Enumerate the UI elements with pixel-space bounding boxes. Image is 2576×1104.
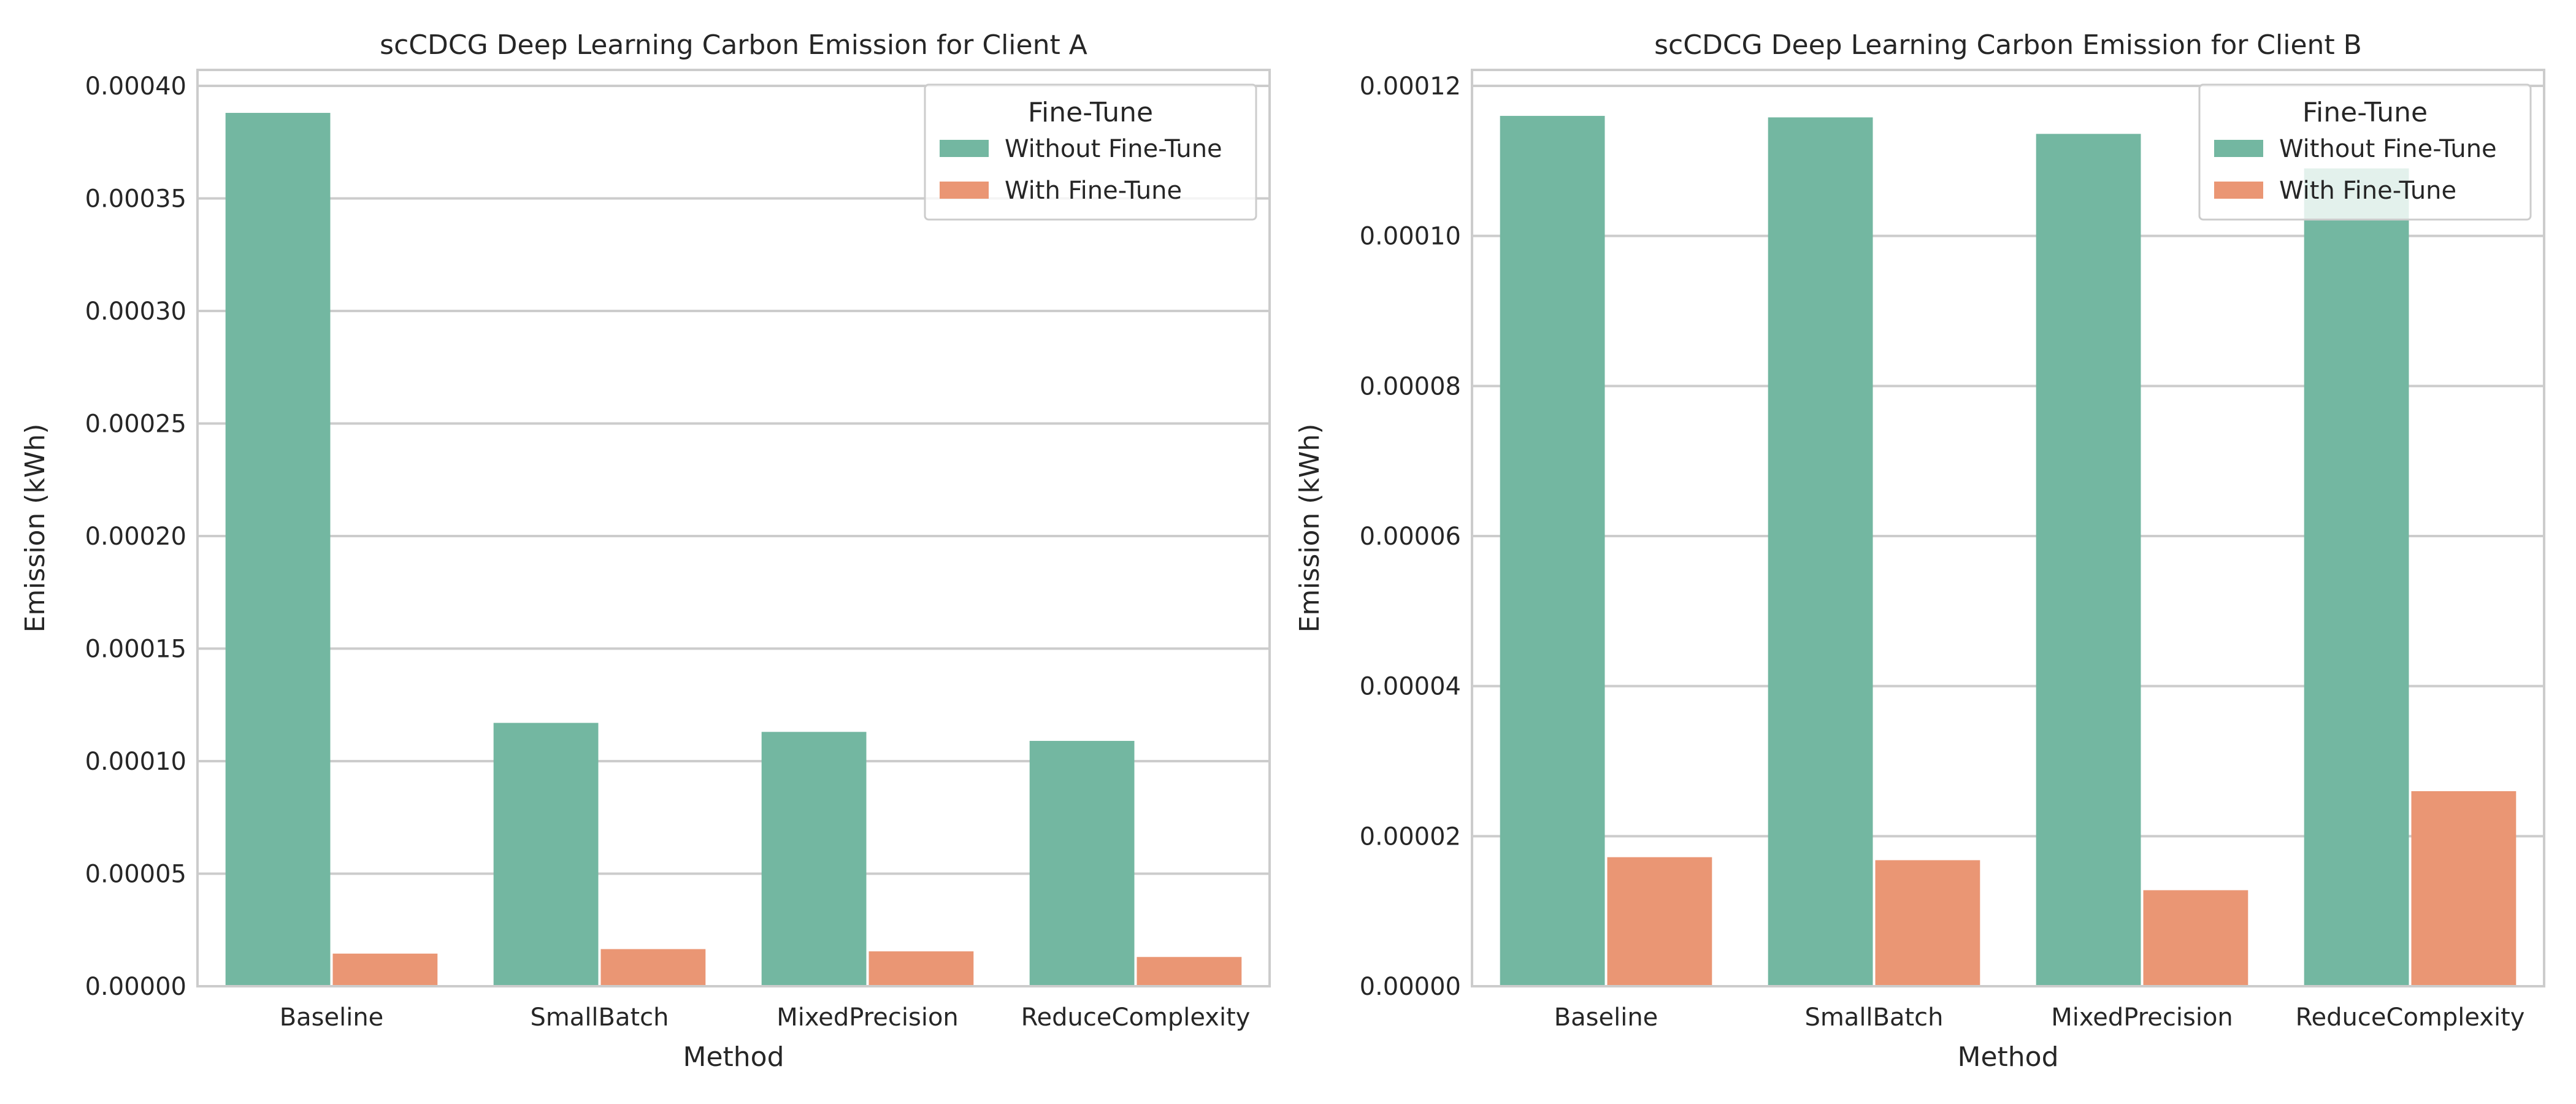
legend-title: Fine-Tune [2302,97,2428,128]
bar-without-smallbatch [493,723,599,986]
x-tick-label: MixedPrecision [2051,1003,2233,1032]
y-axis-label: Emission (kWh) [1294,424,1325,633]
bar-with-reducecomplexity [1137,957,1242,986]
legend-label-with: With Fine-Tune [2279,177,2456,205]
bar-without-reducecomplexity [1029,740,1135,986]
bar-with-baseline [1607,857,1712,986]
legend-label-with: With Fine-Tune [1005,177,1182,205]
x-tick-label: ReduceComplexity [2296,1003,2525,1032]
bar-without-mixedprecision [761,732,867,986]
legend-box [2198,83,2532,221]
chart-panel-client-b: 0.00000 0.00002 0.00004 0.00006 0.00008 0.000… [1294,29,2545,1073]
x-tick-label: MixedPrecision [776,1003,959,1032]
x-axis-label: Method [1957,1041,2058,1073]
bar-with-reducecomplexity [2411,791,2517,986]
y-tick-label: 0.00012 [1360,72,1461,101]
legend-box [924,83,1257,221]
y-tick-label: 0.00000 [1360,973,1461,1001]
y-tick-label: 0.00002 [1360,822,1461,851]
y-axis-label: Emission (kWh) [20,424,51,633]
y-tick-label: 0.00040 [85,72,186,101]
chart-title: scCDCG Deep Learning Carbon Emission for… [1654,29,2362,61]
bars [1500,115,2517,987]
bar-with-mixedprecision [868,951,974,986]
legend: Fine-Tune Without Fine-Tune With Fine-Tu… [2198,83,2532,221]
y-tick-label: 0.00005 [85,861,186,889]
legend-title: Fine-Tune [1028,97,1153,128]
y-tick-label: 0.00010 [85,748,186,776]
bars [225,113,1242,986]
legend-swatch-without [940,140,989,157]
y-tick-labels: 0.00000 0.00005 0.00010 0.00015 0.00020 0.000… [85,72,186,1001]
bar-without-mixedprecision [2036,134,2141,986]
x-tick-label: SmallBatch [1804,1003,1943,1032]
bar-without-smallbatch [1768,117,1873,986]
y-tick-labels: 0.00000 0.00002 0.00004 0.00006 0.00008 0.000… [1360,72,1461,1001]
plot-frame [1471,69,2545,987]
x-tick-labels: Baseline SmallBatch MixedPrecision ReduceCo… [280,1003,1251,1032]
y-tick-label: 0.00035 [85,185,186,213]
legend: Fine-Tune Without Fine-Tune With Fine-Tu… [924,83,1257,221]
x-tick-label: Baseline [1554,1003,1658,1032]
y-tick-label: 0.00025 [85,410,186,439]
x-tick-label: ReduceComplexity [1021,1003,1251,1032]
legend-swatch-with [2214,182,2263,199]
x-tick-label: Baseline [280,1003,384,1032]
x-tick-label: SmallBatch [530,1003,669,1032]
bar-without-baseline [1500,115,1605,986]
bar-with-baseline [332,953,438,986]
gridlines [197,85,1270,987]
y-tick-label: 0.00000 [85,973,186,1001]
y-tick-label: 0.00008 [1360,372,1461,401]
y-tick-label: 0.00004 [1360,673,1461,701]
y-tick-label: 0.00020 [85,523,186,551]
bar-with-mixedprecision [2143,890,2248,986]
chart-panel-client-a: 0.00000 0.00005 0.00010 0.00015 0.00020 0.000… [20,29,1271,1073]
bar-without-baseline [225,113,331,986]
y-tick-label: 0.00010 [1360,223,1461,251]
legend-label-without: Without Fine-Tune [2279,135,2497,163]
y-tick-label: 0.00030 [85,297,186,326]
legend-swatch-without [2214,140,2263,157]
chart-title: scCDCG Deep Learning Carbon Emission for… [380,29,1087,61]
bar-with-smallbatch [600,949,706,986]
legend-swatch-with [940,182,989,199]
x-tick-labels: Baseline SmallBatch MixedPrecision ReduceCo… [1554,1003,2525,1032]
bar-without-reducecomplexity [2304,168,2409,987]
plot-frame [196,69,1271,987]
bar-with-smallbatch [1875,860,1980,986]
y-tick-label: 0.00015 [85,635,186,664]
y-tick-label: 0.00006 [1360,523,1461,551]
legend-label-without: Without Fine-Tune [1005,135,1222,163]
x-axis-label: Method [683,1041,784,1073]
